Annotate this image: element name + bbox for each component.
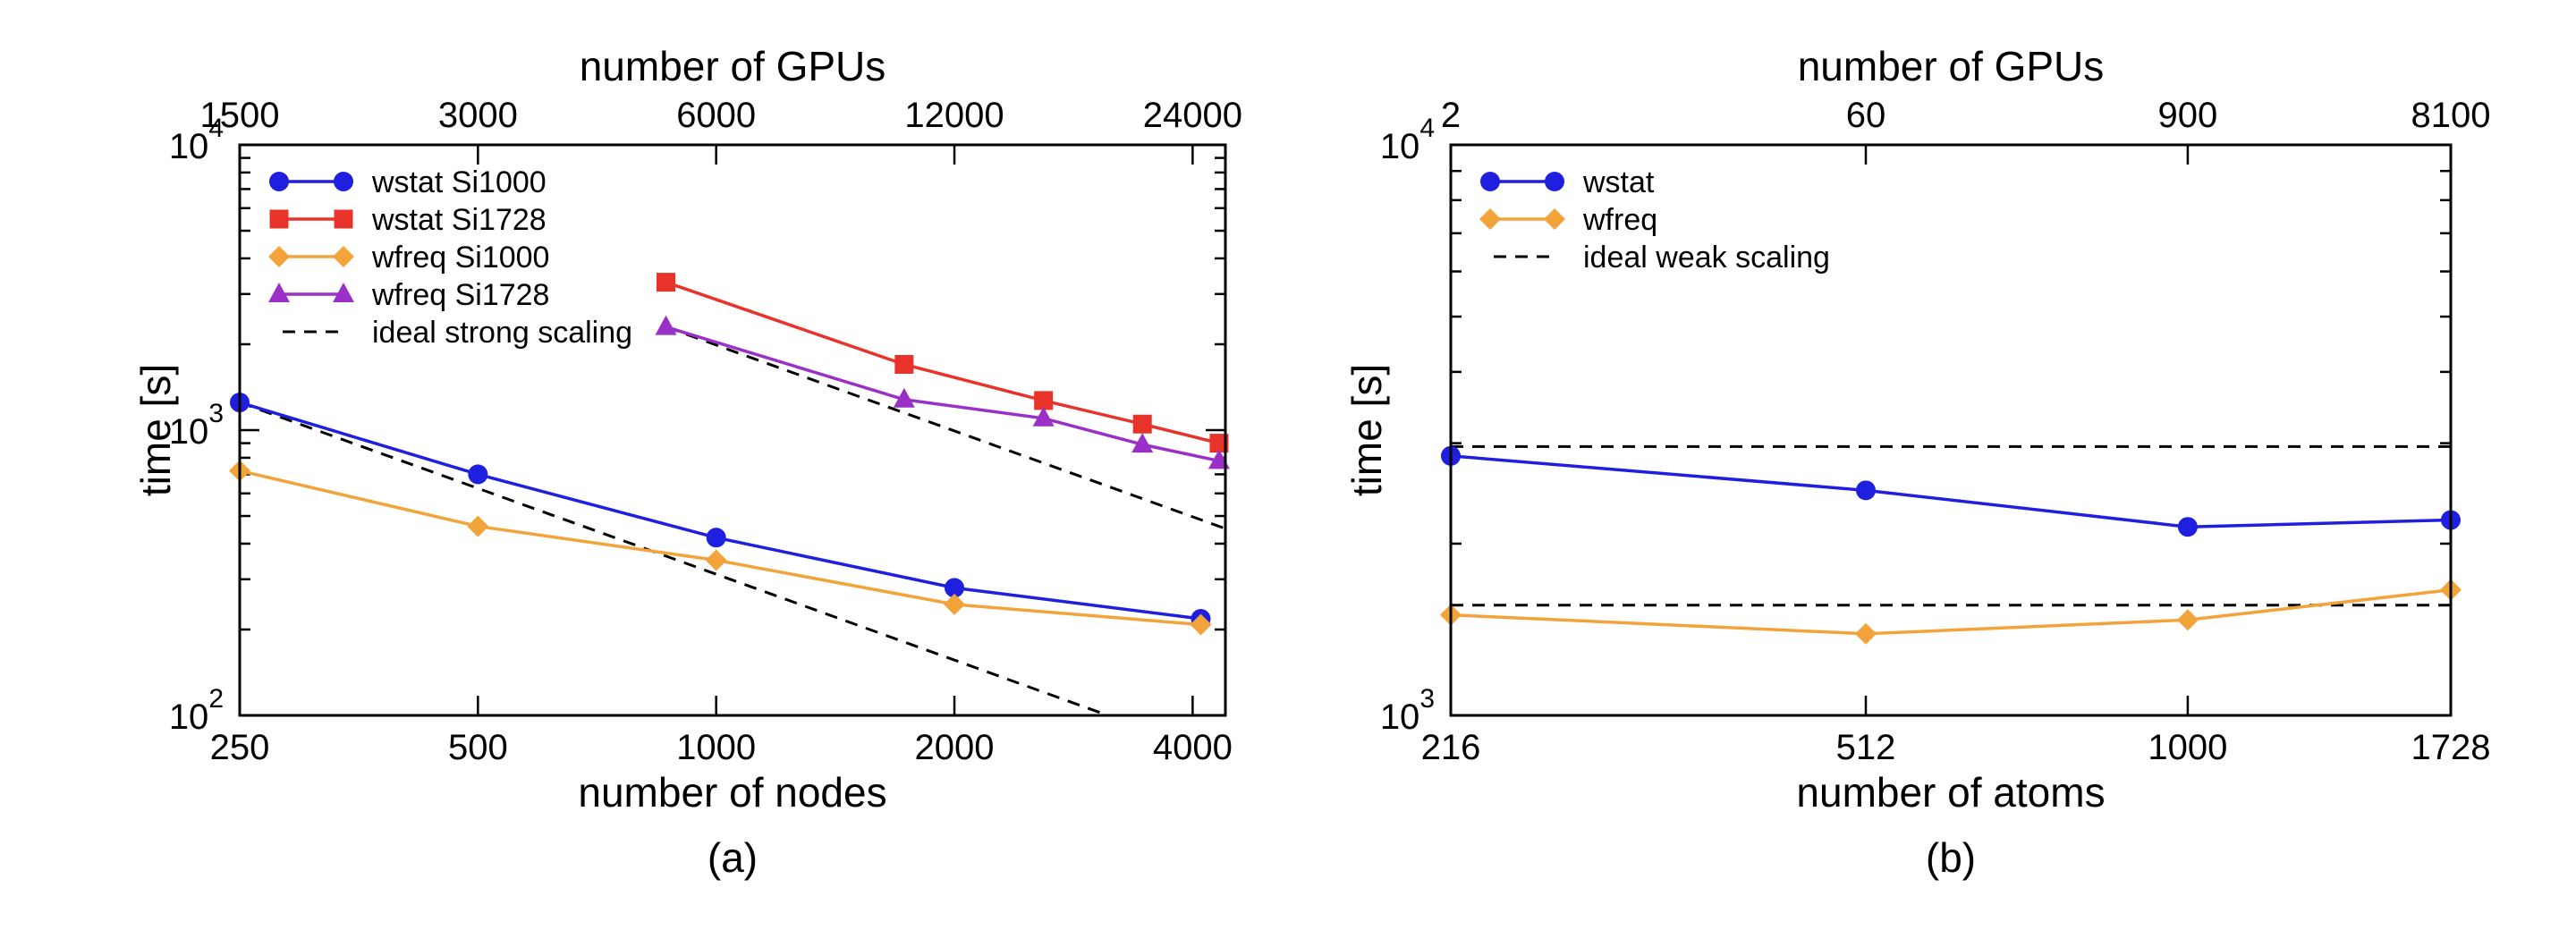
- panel-a-chart: 102 103 104 250 500 1000 2000 4000 1500 3000 6000 1…: [132, 43, 1242, 881]
- data-point: [1190, 613, 1212, 636]
- x2-tick-label: 900: [2158, 96, 2218, 135]
- panel-label: (b): [1926, 834, 1976, 881]
- x2-axis-title: number of GPUs: [580, 43, 886, 89]
- series-line: [240, 401, 1201, 621]
- data-point: [945, 578, 965, 598]
- x-tick-label: 250: [210, 728, 270, 767]
- reference-line: [240, 401, 1113, 715]
- data-point: [893, 387, 915, 408]
- x2-tick-label: 24000: [1143, 96, 1242, 135]
- y-axis-title: time [s]: [1343, 364, 1390, 496]
- legend-entry: wstat Si1728: [371, 203, 547, 237]
- x-tick-label: 512: [1836, 728, 1896, 767]
- x-tick-label: 1000: [2148, 728, 2227, 767]
- x-tick-label: 2000: [915, 728, 995, 767]
- x2-tick-label: 2: [1441, 96, 1461, 135]
- x2-tick-label: 3000: [438, 96, 518, 135]
- y-axis-title: time [s]: [132, 364, 179, 496]
- series-line: [1451, 454, 2451, 528]
- x2-tick-label: 60: [1846, 96, 1886, 135]
- legend-marker: [333, 283, 354, 302]
- data-point: [1034, 391, 1054, 410]
- data-point: [2177, 517, 2198, 537]
- data-point: [1131, 433, 1154, 453]
- legend-entry: wstat Si1000: [371, 165, 547, 199]
- panel-label: (a): [708, 834, 758, 881]
- legend-marker: [1480, 172, 1500, 191]
- y-tick-label: 103: [1380, 684, 1435, 737]
- x2-axis-title: number of GPUs: [1798, 43, 2105, 89]
- x2-tick-label: 12000: [904, 96, 1004, 135]
- reference-line: [665, 326, 1225, 530]
- plot-frame: [1449, 143, 2453, 717]
- data-point: [706, 528, 726, 548]
- legend-marker: [1544, 208, 1565, 230]
- data-point: [944, 593, 966, 615]
- series-line: [665, 325, 1220, 463]
- legend-entry: wfreq Si1728: [371, 278, 549, 312]
- legend-marker: [333, 246, 354, 267]
- x-tick-label: 1000: [676, 728, 756, 767]
- x-tick-label: 1728: [2411, 728, 2491, 767]
- legend-entry: wstat: [1582, 165, 1655, 199]
- x-tick-label: 4000: [1153, 728, 1233, 767]
- legend: wstat wfreq ideal weak scaling: [1479, 165, 1830, 275]
- y-tick-label: 104: [169, 114, 224, 166]
- legend-entry: ideal strong scaling: [372, 316, 632, 350]
- data-point: [1209, 434, 1229, 453]
- legend-marker: [268, 283, 290, 302]
- x-axis-title: number of nodes: [578, 769, 886, 816]
- legend-marker: [269, 172, 289, 191]
- legend-entry: ideal weak scaling: [1583, 241, 1830, 275]
- legend: wstat Si1000 wstat Si1728 wfreq Si1000wfre…: [268, 165, 632, 350]
- data-point: [705, 549, 727, 571]
- legend-entry: wfreq: [1582, 203, 1657, 237]
- legend-marker: [268, 246, 290, 267]
- y-tick-label: 104: [1380, 114, 1435, 166]
- y-tick-label: 103: [169, 399, 224, 452]
- legend-marker: [1545, 172, 1564, 191]
- data-point: [655, 315, 677, 335]
- data-point: [1856, 480, 1877, 501]
- plot-frame: [238, 143, 1227, 717]
- data-point: [657, 273, 676, 292]
- data-point: [468, 464, 488, 485]
- data-point: [894, 354, 914, 374]
- x-tick-label: 216: [1421, 728, 1481, 767]
- x2-tick-label: 1500: [200, 96, 280, 135]
- legend-entry: wfreq Si1000: [371, 241, 549, 275]
- legend-marker: [1479, 208, 1501, 230]
- legend-marker: [334, 172, 353, 191]
- series-line: [1451, 588, 2451, 636]
- legend-marker: [269, 209, 289, 229]
- data-point: [1855, 622, 1877, 645]
- data-point: [1032, 406, 1055, 427]
- x-axis-title: number of atoms: [1796, 769, 2105, 816]
- x2-tick-label: 6000: [676, 96, 756, 135]
- plot-area: [1451, 444, 2451, 636]
- data-point: [1132, 414, 1152, 434]
- x-tick-label: 500: [448, 728, 508, 767]
- y-tick-label: 102: [169, 684, 224, 737]
- data-point: [467, 515, 489, 537]
- data-point: [2176, 609, 2199, 631]
- legend-marker: [334, 209, 353, 229]
- panel-b-chart: 103 104 216 512 1000 1728 2 60 900 8100 number of …: [1343, 43, 2490, 881]
- x2-tick-label: 8100: [2411, 96, 2491, 135]
